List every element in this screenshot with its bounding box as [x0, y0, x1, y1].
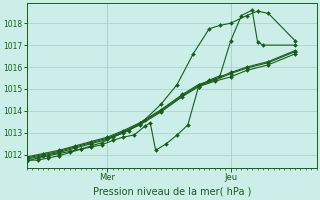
X-axis label: Pression niveau de la mer( hPa ): Pression niveau de la mer( hPa )	[92, 187, 251, 197]
